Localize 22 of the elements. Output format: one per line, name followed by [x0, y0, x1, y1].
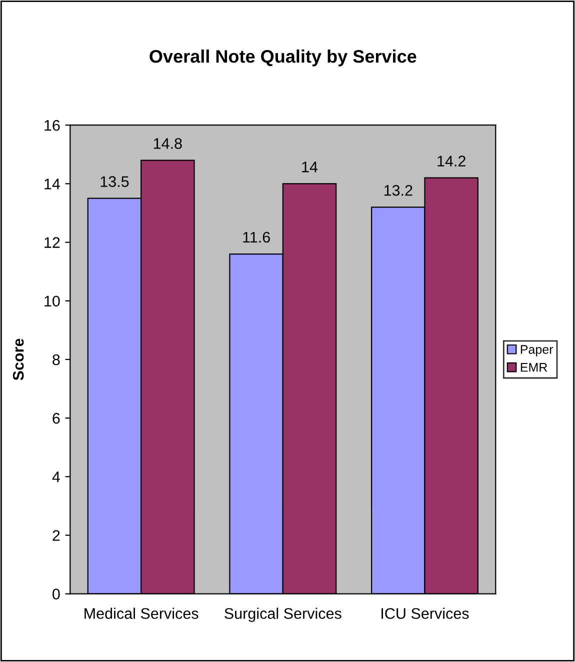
legend-label: Paper [520, 345, 554, 356]
y-tick-label: 2 [52, 530, 60, 541]
y-tick-label: 12 [44, 237, 60, 248]
y-tick-label: 4 [52, 472, 60, 482]
data-label: 14.8 [154, 138, 182, 149]
data-label: 11.6 [243, 232, 270, 243]
y-tick-label: 8 [52, 354, 60, 366]
x-tick-label: Surgical Services [224, 608, 342, 622]
data-label: 14.2 [438, 156, 466, 166]
y-tick-label: 16 [44, 120, 60, 131]
chart-title: Overall Note Quality by Service [150, 50, 416, 66]
data-label: 13.2 [384, 184, 412, 196]
x-tick-label: ICU Services [382, 608, 469, 619]
y-axis-title: Score [12, 338, 24, 380]
data-label: 13.5 [100, 176, 129, 187]
y-tick-label: 0 [52, 588, 60, 600]
x-tick-label: Medical Services [84, 608, 198, 619]
y-tick-label: 14 [44, 178, 60, 190]
y-tick-label: 6 [52, 412, 60, 424]
y-tick-label: 10 [44, 296, 60, 307]
data-label: 14 [302, 162, 318, 172]
legend-label: EMR [520, 363, 548, 372]
